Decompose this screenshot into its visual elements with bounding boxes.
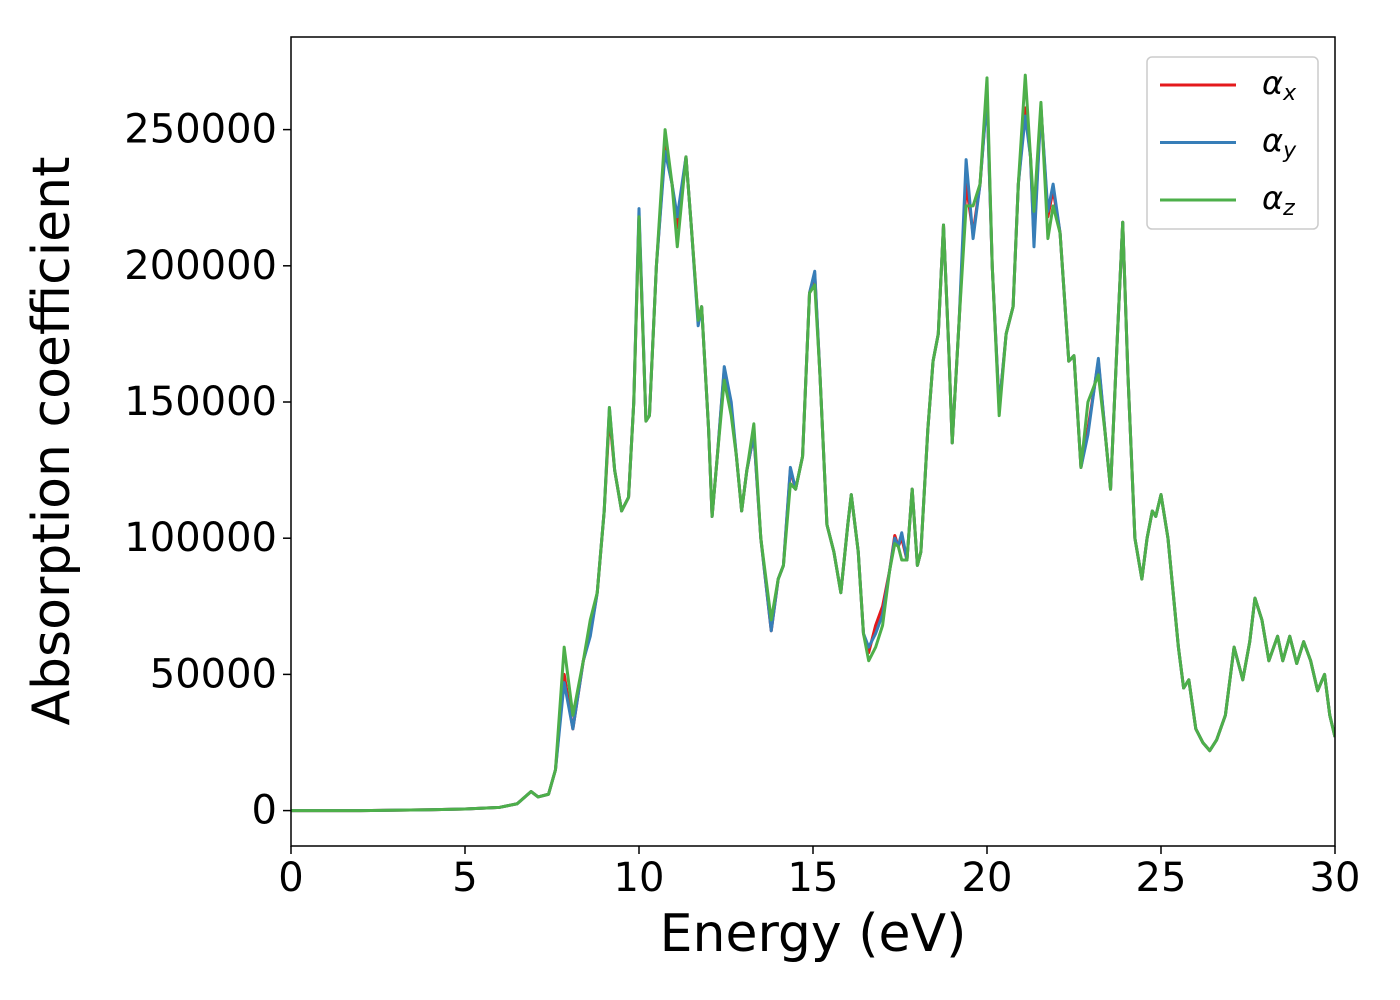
x-tick-label: 15 <box>788 855 839 901</box>
y-tick-label: 0 <box>252 788 277 834</box>
legend-label: αz <box>1262 179 1295 221</box>
y-tick-label: 100000 <box>124 515 277 561</box>
x-tick-label: 30 <box>1310 855 1361 901</box>
x-tick-label: 0 <box>278 855 303 901</box>
plot-frame <box>290 36 1336 847</box>
x-tick-label: 20 <box>962 855 1013 901</box>
x-axis-label: Energy (eV) <box>660 904 967 964</box>
y-tick-label: 150000 <box>124 379 277 425</box>
legend-label: αy <box>1262 122 1297 164</box>
y-tick-label: 200000 <box>124 243 277 289</box>
data-line <box>291 73 1335 813</box>
y-axis-label: Absorption coefficient <box>22 156 82 725</box>
y-tick-label: 50000 <box>150 651 277 697</box>
x-tick-label: 10 <box>614 855 665 901</box>
legend-label: αx <box>1262 64 1297 106</box>
x-tick-label: 25 <box>1136 855 1187 901</box>
x-tick-label: 5 <box>452 855 477 901</box>
y-tick-label: 250000 <box>124 107 277 153</box>
